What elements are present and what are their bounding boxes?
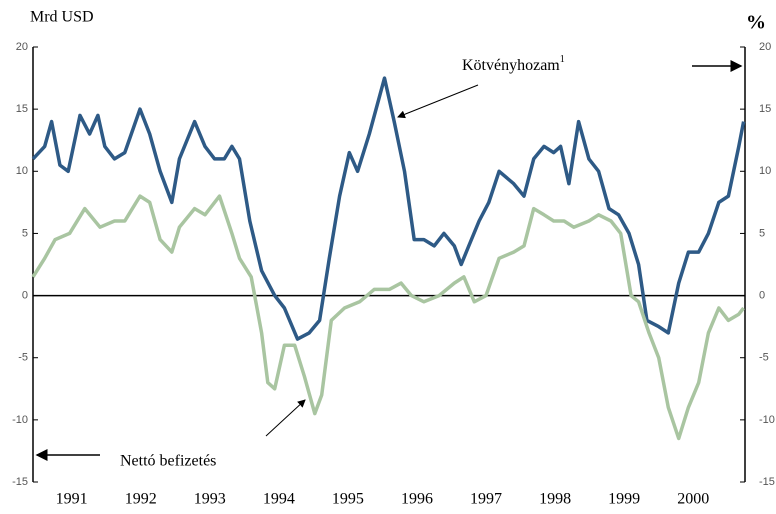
annotation-arrow — [265, 399, 306, 437]
series-line — [31, 194, 745, 441]
y-tick-label: 10 — [16, 165, 28, 177]
y2-axis-label: % — [746, 12, 766, 34]
y-tick-label: -5 — [18, 352, 28, 364]
series-label: Nettó befizetés — [120, 453, 216, 470]
x-tick-label: 1992 — [125, 491, 157, 508]
annotation-arrow — [397, 84, 479, 119]
y-tick-label: -10 — [12, 414, 28, 426]
x-tick-label: 1998 — [539, 491, 571, 508]
x-tick-label: 1991 — [56, 491, 88, 508]
y-tick-label: 0 — [22, 289, 28, 301]
y-tick-label: -15 — [12, 476, 28, 488]
y2-tick-label: -5 — [759, 352, 769, 364]
y-tick-label: 20 — [16, 41, 28, 53]
y-axis-label: Mrd USD — [30, 9, 94, 26]
series-line — [31, 76, 746, 341]
x-tick-label: 1995 — [332, 491, 364, 508]
y2-tick-label: 0 — [759, 289, 765, 301]
y2-tick-label: 15 — [759, 103, 771, 115]
x-tick-label: 1999 — [608, 491, 640, 508]
x-tick-label: 1994 — [263, 491, 295, 508]
y-tick-label: 15 — [16, 103, 28, 115]
y2-tick-label: 20 — [759, 41, 771, 53]
x-tick-label: 2000 — [677, 491, 709, 508]
y2-tick-label: -10 — [759, 414, 775, 426]
x-tick-label: 1993 — [194, 491, 226, 508]
y2-tick-label: -15 — [759, 476, 775, 488]
x-tick-label: 1997 — [470, 491, 502, 508]
y2-tick-label: 5 — [759, 227, 765, 239]
x-tick-label: 1996 — [401, 491, 433, 508]
y-tick-label: 5 — [22, 227, 28, 239]
y2-tick-label: 10 — [759, 165, 771, 177]
series-label: Kötvényhozam1 — [462, 54, 565, 73]
